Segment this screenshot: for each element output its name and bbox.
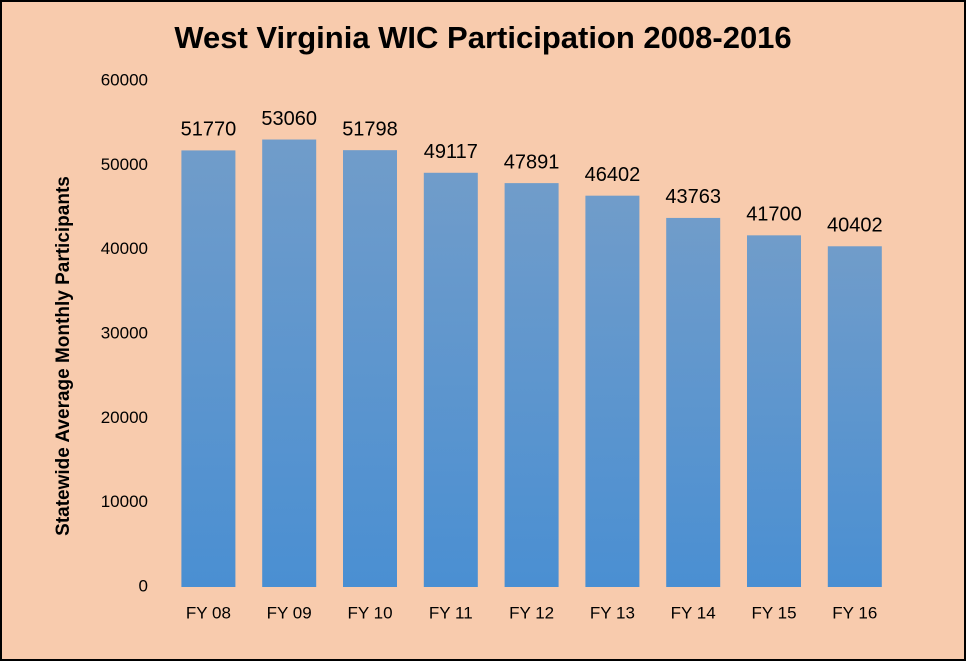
value-label: 40402 bbox=[827, 215, 883, 237]
bar bbox=[666, 217, 721, 587]
bar bbox=[262, 139, 317, 587]
x-tick-label: FY 10 bbox=[347, 603, 392, 622]
y-axis-title: Statewide Average Monthly Participants bbox=[53, 176, 74, 536]
value-label: 51798 bbox=[342, 118, 398, 140]
y-tick-label: 10000 bbox=[101, 492, 148, 511]
y-tick-label: 20000 bbox=[101, 408, 148, 427]
value-label: 51770 bbox=[181, 119, 237, 141]
bar bbox=[585, 195, 640, 588]
value-label: 47891 bbox=[504, 151, 560, 173]
bar bbox=[181, 150, 236, 588]
x-tick-label: FY 09 bbox=[267, 603, 312, 622]
x-tick-label: FY 15 bbox=[751, 603, 796, 622]
value-label: 41700 bbox=[746, 204, 802, 226]
x-tick-label: FY 11 bbox=[429, 603, 473, 622]
value-label: 43763 bbox=[665, 186, 721, 208]
value-label: 53060 bbox=[261, 108, 317, 130]
x-tick-label: FY 16 bbox=[832, 603, 877, 622]
value-label: 49117 bbox=[424, 141, 478, 163]
y-tick-label: 40000 bbox=[101, 239, 148, 258]
chart-title: West Virginia WIC Participation 2008-201… bbox=[174, 20, 791, 55]
x-tick-label: FY 14 bbox=[671, 603, 716, 622]
bar bbox=[423, 172, 478, 587]
y-tick-label: 30000 bbox=[101, 323, 148, 342]
bar bbox=[747, 235, 801, 587]
x-tick-label: FY 08 bbox=[186, 603, 231, 622]
bar bbox=[504, 183, 559, 587]
y-tick-label: 60000 bbox=[101, 70, 148, 89]
bar bbox=[343, 150, 397, 587]
y-tick-label: 0 bbox=[139, 576, 148, 595]
value-label: 46402 bbox=[585, 164, 641, 186]
x-tick-label: FY 13 bbox=[590, 603, 635, 622]
bar bbox=[827, 246, 882, 587]
x-tick-label: FY 12 bbox=[509, 603, 554, 622]
y-tick-label: 50000 bbox=[101, 155, 148, 174]
